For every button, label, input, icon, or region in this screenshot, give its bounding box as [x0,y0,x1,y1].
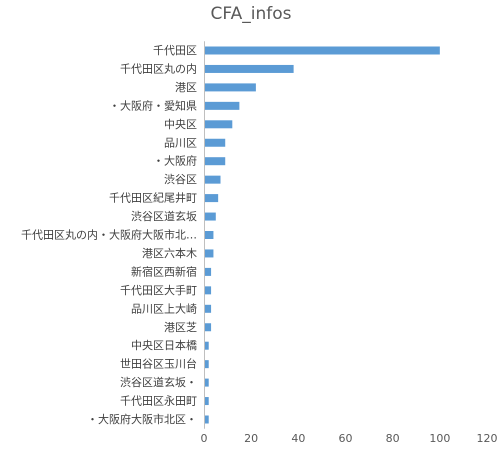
bar [204,323,212,332]
bar [204,120,233,129]
bars-layer [204,46,440,424]
x-tick-label: 60 [339,432,353,445]
x-tick-labels: 0 20 40 60 80 100 120 [201,432,498,445]
bar [204,212,216,221]
category-label: 品川区上大崎 [131,301,197,315]
x-tick-label: 0 [201,432,208,445]
category-labels: 千代田区千代田区丸の内港区・大阪府・愛知県中央区品川区・大阪府渋谷区千代田区紀尾… [21,44,197,426]
x-tick-label: 120 [477,432,498,445]
category-label: 世田谷区玉川台 [120,357,197,371]
bar [204,194,219,203]
bar [204,138,226,147]
category-label: 中央区 [164,118,197,131]
category-label: 渋谷区道玄坂・ [120,375,197,389]
category-label: 千代田区紀尾井町 [109,191,197,205]
bar [204,286,212,295]
category-label: 渋谷区 [164,173,197,186]
category-label: 渋谷区道玄坂 [131,209,197,223]
category-label: ・大阪府 [153,154,197,168]
x-tick-label: 40 [291,432,305,445]
bar [204,157,226,166]
category-label: 千代田区大手町 [120,283,197,297]
bar [204,415,209,424]
x-tick-label: 80 [386,432,400,445]
category-label: 新宿区西新宿 [131,264,197,278]
bar [204,378,209,387]
category-label: 千代田区丸の内 [120,61,197,75]
bar [204,46,440,55]
category-label: 港区芝 [164,321,197,334]
bar [204,304,212,313]
x-tick-label: 20 [244,432,258,445]
category-label: 千代田区丸の内・大阪府大阪市北… [21,228,197,242]
bar [204,341,209,350]
bar [204,249,214,258]
category-label: 千代田区永田町 [120,394,197,408]
chart-title: CFA_infos [210,4,292,24]
bar [204,64,294,73]
category-label: 港区 [175,81,197,94]
bar [204,83,256,92]
category-label: 港区六本木 [142,246,197,260]
bar [204,360,209,369]
category-label: 品川区 [164,136,197,149]
bar [204,397,209,406]
bar [204,231,214,239]
bar [204,267,212,276]
category-label: 千代田区 [153,44,197,57]
category-label: ・大阪府大阪市北区・ [87,412,197,426]
bar [204,175,221,184]
bar [204,101,240,110]
category-label: ・大阪府・愛知県 [109,98,197,112]
category-label: 中央区日本橋 [131,338,197,352]
x-tick-label: 100 [429,432,450,445]
